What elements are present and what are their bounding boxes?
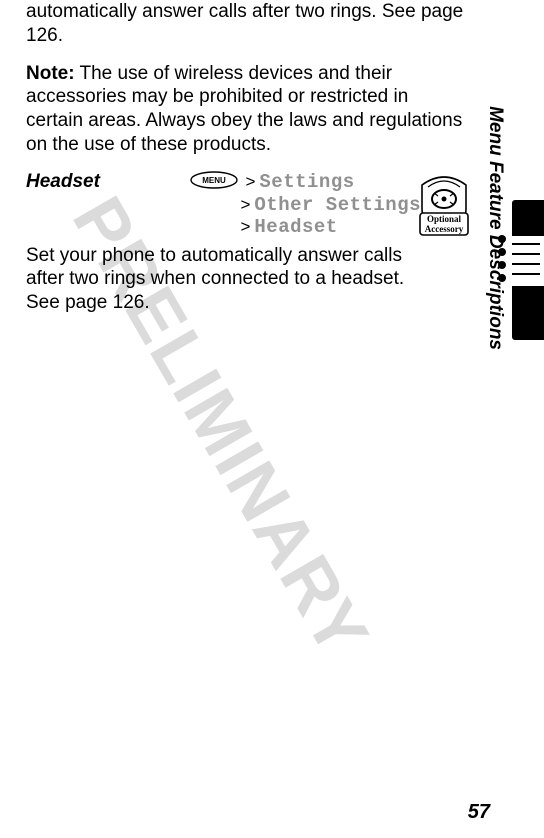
menu-button-icon: MENU	[190, 171, 238, 194]
tab-lines-icon	[506, 236, 544, 290]
menu-path: MENU >Settings >Other Settings >Headset	[190, 171, 421, 238]
svg-text:Accessory: Accessory	[425, 224, 464, 234]
page-number: 57	[468, 801, 490, 824]
menu-path-line-2: >Other Settings	[190, 194, 421, 214]
menu-button-text: MENU	[203, 176, 227, 185]
path-separator: >	[240, 217, 250, 236]
note-text: The use of wireless devices and their ac…	[26, 63, 462, 155]
feature-description: Set your phone to automatically answer c…	[26, 244, 464, 315]
thumb-tab	[512, 200, 544, 340]
menu-word-settings: Settings	[259, 171, 354, 193]
intro-paragraph: automatically answer calls after two rin…	[26, 0, 464, 48]
feature-block: Headset MENU >Settings >Other Settings >…	[26, 171, 464, 315]
page-content: automatically answer calls after two rin…	[0, 0, 544, 315]
path-separator: >	[240, 195, 250, 214]
section-side-title: Menu Feature Descriptions	[484, 106, 506, 350]
feature-title: Headset	[26, 171, 186, 193]
path-separator: >	[245, 172, 255, 191]
note-label: Note:	[26, 63, 75, 84]
menu-path-line-3: >Headset	[190, 216, 337, 236]
optional-accessory-icon: Optional Accessory	[414, 173, 474, 246]
note-paragraph: Note: The use of wireless devices and th…	[26, 62, 464, 157]
menu-path-line-1: MENU >Settings	[190, 171, 354, 191]
menu-word-headset: Headset	[254, 216, 337, 238]
svg-text:Optional: Optional	[427, 214, 462, 224]
menu-word-other: Other Settings	[254, 194, 421, 216]
